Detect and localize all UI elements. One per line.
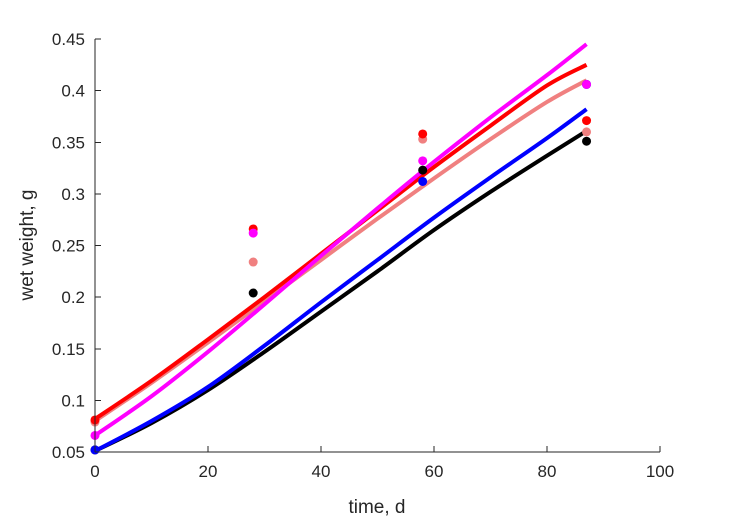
- y-tick-label: 0.1: [61, 391, 85, 410]
- series-4-point: [418, 129, 428, 139]
- plot-background: [95, 39, 660, 452]
- x-axis-title: time, d: [348, 497, 405, 518]
- series-layer: [90, 42, 592, 455]
- series-1-point: [582, 136, 592, 146]
- series-5-curve: [93, 42, 588, 438]
- series-3-curve: [93, 78, 588, 423]
- y-tick-label: 0.3: [61, 185, 85, 204]
- series-5-point: [582, 79, 592, 89]
- series-1-point: [248, 288, 258, 298]
- x-tick-label: 0: [90, 462, 99, 481]
- y-tick-label: 0.25: [52, 237, 85, 256]
- series-1-point: [418, 165, 428, 175]
- x-tick-label: 80: [538, 462, 557, 481]
- series-5-point: [418, 156, 428, 166]
- x-tick-label: 100: [646, 462, 674, 481]
- series-3-point: [248, 257, 258, 267]
- y-tick-label: 0.05: [52, 443, 85, 462]
- y-tick-label: 0.35: [52, 133, 85, 152]
- series-5-point: [248, 228, 258, 238]
- y-tick-label: 0.45: [52, 30, 85, 49]
- x-tick-label: 60: [425, 462, 444, 481]
- series-2-curve: [94, 107, 588, 453]
- y-tick-label: 0.4: [61, 82, 85, 101]
- series-1-curve: [94, 129, 588, 453]
- x-tick-label: 40: [312, 462, 331, 481]
- series-4-point: [582, 116, 592, 126]
- series-3-point: [582, 127, 592, 137]
- y-tick-label: 0.2: [61, 288, 85, 307]
- y-axis-title: wet weight, g: [17, 190, 38, 302]
- y-tick-label: 0.15: [52, 340, 85, 359]
- axes-layer: 0 20 40 60 80 100 0.05 0.1 0.15 0.2 0.25 0.3 0.35 0.4…: [52, 30, 674, 481]
- series-2-point: [418, 176, 428, 186]
- x-tick-label: 20: [199, 462, 218, 481]
